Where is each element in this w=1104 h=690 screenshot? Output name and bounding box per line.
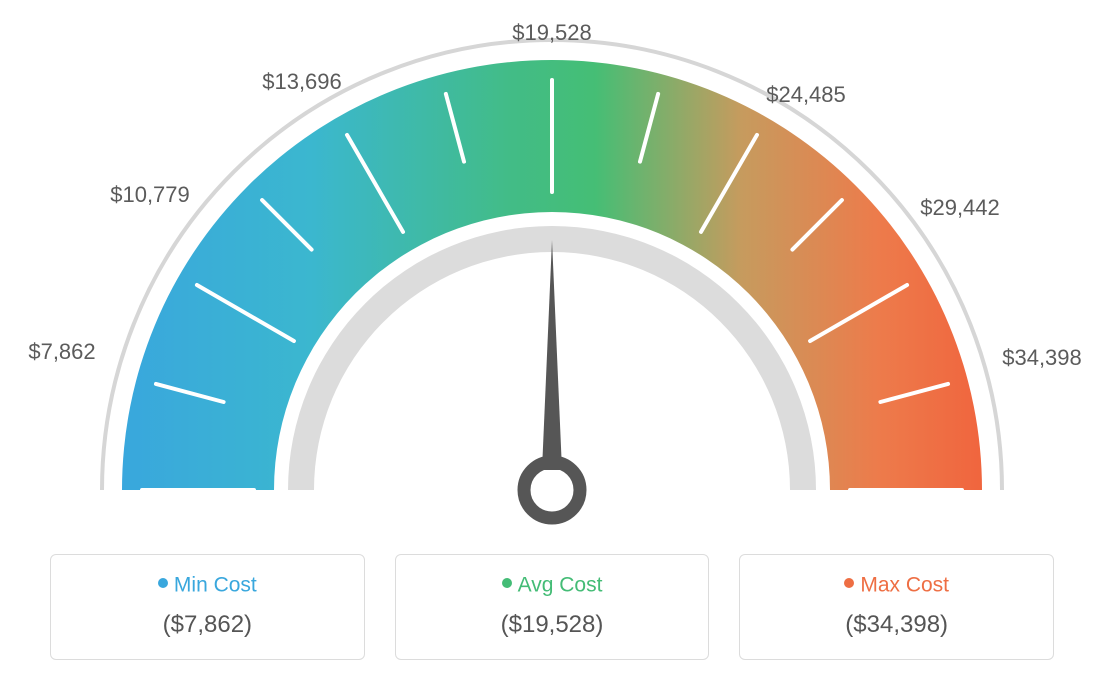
max-cost-value: ($34,398) <box>750 611 1043 639</box>
tick-label-3: $19,528 <box>512 20 592 46</box>
gauge-chart-container: $7,862 $10,779 $13,696 $19,528 $24,485 $… <box>0 0 1104 690</box>
tick-label-0: $7,862 <box>28 339 95 365</box>
avg-cost-value: ($19,528) <box>406 611 699 639</box>
avg-cost-title: Avg Cost <box>406 573 699 597</box>
max-cost-title-text: Max Cost <box>860 573 949 596</box>
min-cost-card: Min Cost ($7,862) <box>50 554 365 660</box>
circle-icon <box>844 578 854 588</box>
avg-cost-card: Avg Cost ($19,528) <box>395 554 710 660</box>
tick-label-1: $10,779 <box>110 182 190 208</box>
gauge-area: $7,862 $10,779 $13,696 $19,528 $24,485 $… <box>0 0 1104 540</box>
tick-label-4: $24,485 <box>766 82 846 108</box>
max-cost-title: Max Cost <box>750 573 1043 597</box>
tick-label-5: $29,442 <box>920 195 1000 221</box>
summary-cards: Min Cost ($7,862) Avg Cost ($19,528) Max… <box>50 554 1054 660</box>
min-cost-title: Min Cost <box>61 573 354 597</box>
circle-icon <box>158 578 168 588</box>
avg-cost-title-text: Avg Cost <box>518 573 603 596</box>
needle <box>524 240 580 518</box>
gauge-svg <box>0 0 1104 540</box>
tick-label-2: $13,696 <box>262 69 342 95</box>
max-cost-card: Max Cost ($34,398) <box>739 554 1054 660</box>
circle-icon <box>502 578 512 588</box>
tick-label-6: $34,398 <box>1002 345 1082 371</box>
min-cost-value: ($7,862) <box>61 611 354 639</box>
min-cost-title-text: Min Cost <box>174 573 257 596</box>
